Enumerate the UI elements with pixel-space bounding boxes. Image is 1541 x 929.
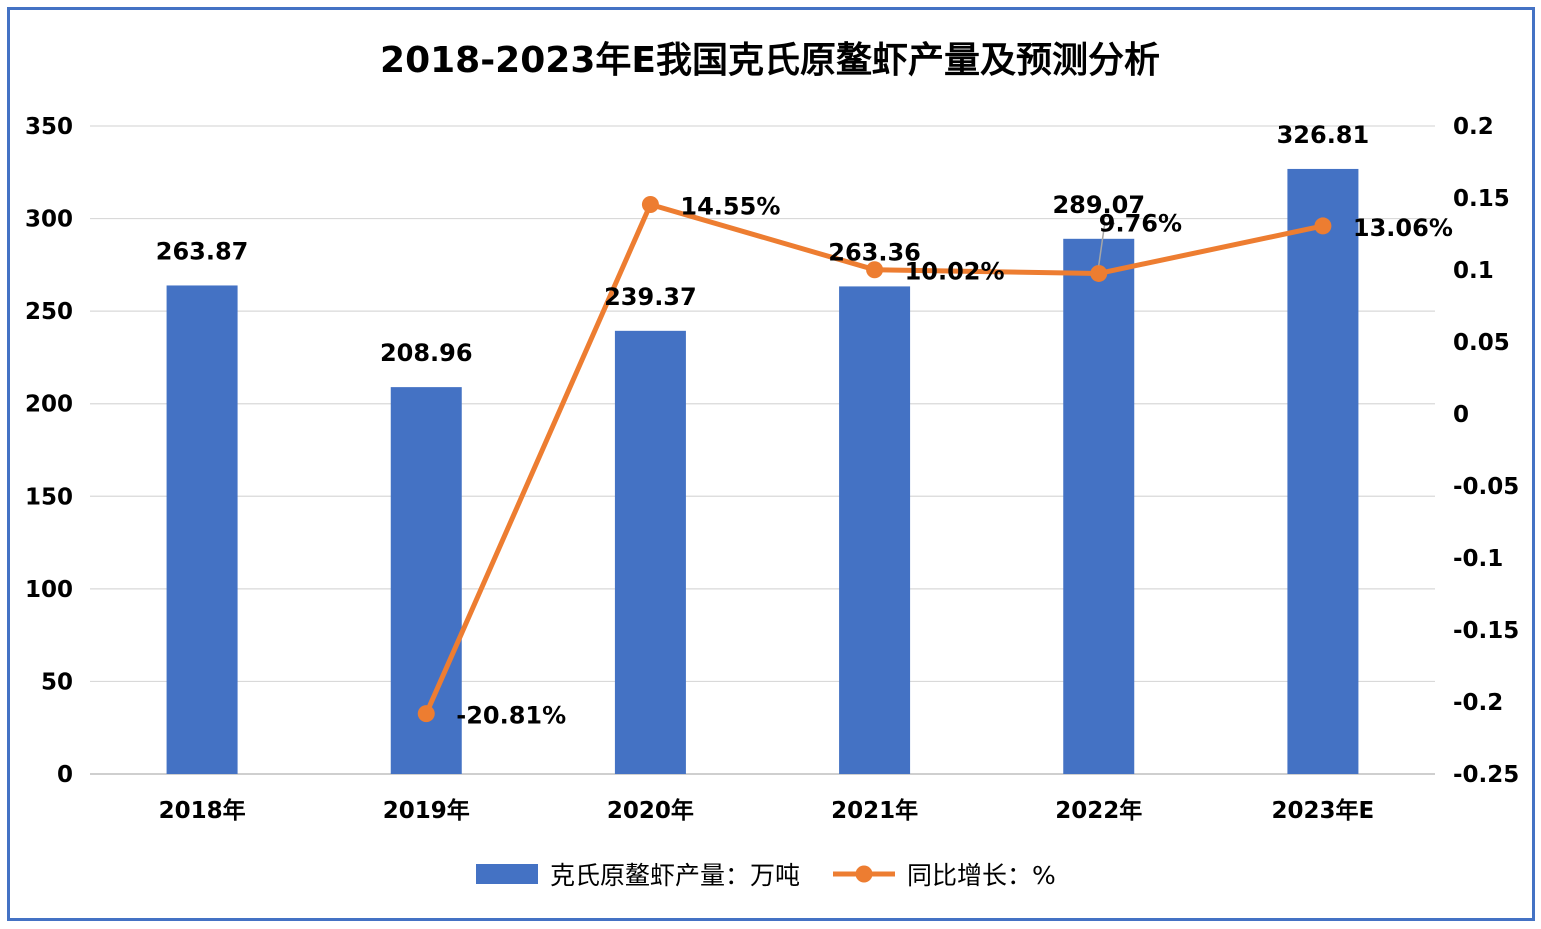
y-left-tick-label: 100 [25, 577, 73, 603]
line-data-label: -20.81% [456, 702, 566, 730]
y-left-tick-label: 250 [25, 299, 73, 325]
line-point [641, 195, 659, 213]
y-left-tick-label: 200 [25, 392, 73, 418]
bar-series [166, 168, 1359, 774]
bar-data-label: 326.81 [1277, 121, 1370, 149]
bar [1063, 238, 1135, 774]
data-labels: 263.87 208.96 239.37 263.36 289.07 326.81 -20.… [156, 121, 1453, 730]
y-axis-right: -0.25 -0.2 -0.15 -0.1 -0.05 0 0.05 0.1 0.15 0.2 [1453, 114, 1519, 788]
y-right-tick-label: -0.05 [1453, 474, 1519, 500]
x-tick-label: 2022年 [1055, 797, 1142, 824]
line-data-label: 14.55% [680, 192, 780, 220]
line-point [866, 261, 884, 279]
line-series [417, 195, 1332, 723]
line-data-label: 13.06% [1353, 214, 1453, 242]
x-tick-label: 2020年 [607, 797, 694, 824]
line-data-label: 9.76% [1099, 209, 1182, 237]
y-right-tick-label: -0.15 [1453, 618, 1519, 644]
bar [166, 285, 238, 774]
y-left-tick-label: 300 [25, 207, 73, 233]
y-axis-left: 0 50 100 150 200 250 300 350 [25, 114, 73, 788]
x-tick-label: 2019年 [383, 797, 470, 824]
legend-bar-swatch [476, 864, 538, 884]
bar [839, 286, 911, 774]
line-point [417, 705, 435, 723]
chart-frame [7, 7, 1535, 921]
y-right-tick-label: -0.2 [1453, 690, 1503, 716]
y-right-tick-label: 0.05 [1453, 330, 1510, 356]
y-right-tick-label: -0.25 [1453, 762, 1519, 788]
y-right-tick-label: 0 [1453, 402, 1469, 428]
y-right-tick-label: 0.1 [1453, 258, 1494, 284]
label-leader-line [1098, 222, 1115, 266]
y-right-tick-label: 0.2 [1453, 114, 1494, 140]
bar-data-label: 263.87 [156, 237, 249, 265]
legend: 克氏原鳌虾产量：万吨 同比增长：% [476, 861, 1056, 890]
x-axis: 2018年 2019年 2020年 2021年 2022年 2023年E [159, 797, 1375, 824]
legend-line-label: 同比增长：% [907, 861, 1056, 890]
y-left-tick-label: 0 [57, 762, 73, 788]
line-point [1314, 217, 1332, 235]
y-left-tick-label: 50 [41, 669, 73, 695]
line-data-label: 10.02% [905, 258, 1005, 286]
bar-data-label: 289.07 [1052, 191, 1145, 219]
y-right-tick-label: -0.1 [1453, 546, 1503, 572]
y-left-tick-label: 350 [25, 114, 73, 140]
line-point [1090, 264, 1108, 282]
bar-data-label: 208.96 [380, 339, 473, 367]
legend-bar-label: 克氏原鳌虾产量：万吨 [550, 861, 800, 890]
legend-line-marker [855, 865, 873, 883]
bar-data-label: 239.37 [604, 283, 697, 311]
gridlines [90, 125, 1435, 775]
y-left-tick-label: 150 [25, 484, 73, 510]
x-tick-label: 2023年E [1272, 797, 1375, 824]
x-tick-label: 2018年 [159, 797, 246, 824]
bar-data-label: 263.36 [828, 238, 921, 266]
bar [614, 330, 686, 774]
bar [1287, 168, 1359, 774]
y-right-tick-label: 0.15 [1453, 186, 1510, 212]
chart-title: 2018-2023年E我国克氏原鳌虾产量及预测分析 [380, 40, 1160, 81]
x-tick-label: 2021年 [831, 797, 918, 824]
